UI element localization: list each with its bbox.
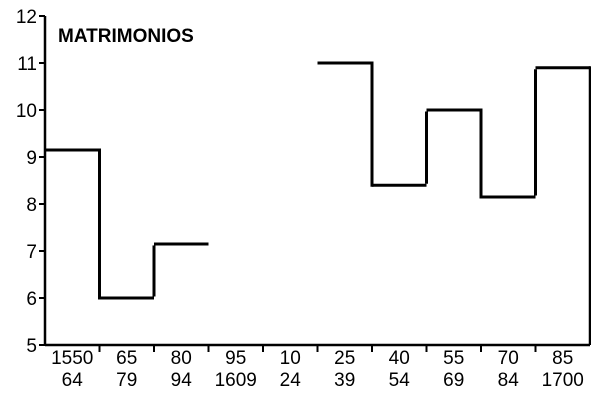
x-tick-label-top: 95 bbox=[225, 348, 246, 369]
x-tick-label-top: 65 bbox=[116, 348, 137, 369]
y-tick-label: 7 bbox=[26, 242, 37, 263]
y-tick-label: 6 bbox=[26, 289, 37, 310]
x-tick-label-top: 25 bbox=[334, 348, 355, 369]
x-tick-label-bottom: 39 bbox=[334, 370, 355, 391]
x-tick-label-bottom: 64 bbox=[62, 370, 84, 391]
y-tick-label: 8 bbox=[26, 195, 37, 216]
x-tick-label-top: 40 bbox=[389, 348, 410, 369]
x-tick-label-bottom: 24 bbox=[280, 370, 302, 391]
series bbox=[45, 61, 591, 345]
y-tick-label: 11 bbox=[17, 54, 37, 75]
y-tick-label: 9 bbox=[26, 148, 37, 169]
y-tick-label: 5 bbox=[26, 336, 37, 357]
x-tick-label-bottom: 84 bbox=[498, 370, 520, 391]
x-tick-label-top: 85 bbox=[552, 348, 573, 369]
y-tick-label: 12 bbox=[16, 7, 37, 28]
x-tick-label-bottom: 94 bbox=[171, 370, 193, 391]
axes bbox=[43, 16, 590, 347]
x-tick-label-top: 10 bbox=[280, 348, 301, 369]
x-tick-label-bottom: 1609 bbox=[215, 370, 257, 391]
x-tick-label-top: 70 bbox=[498, 348, 519, 369]
x-tick-label-top: 80 bbox=[171, 348, 192, 369]
x-tick-label-bottom: 69 bbox=[443, 370, 464, 391]
y-tick-label: 10 bbox=[16, 101, 37, 122]
y-ticks: 5 6 7 8 9 10 11 12 bbox=[16, 7, 45, 357]
x-tick-label-top: 1550 bbox=[51, 348, 93, 369]
x-tick-label-top: 55 bbox=[443, 348, 464, 369]
x-tick-label-bottom: 54 bbox=[389, 370, 411, 391]
chart-title: MATRIMONIOS bbox=[58, 26, 194, 47]
x-tick-label-bottom: 1700 bbox=[542, 370, 584, 391]
x-tick-label-bottom: 79 bbox=[116, 370, 137, 391]
